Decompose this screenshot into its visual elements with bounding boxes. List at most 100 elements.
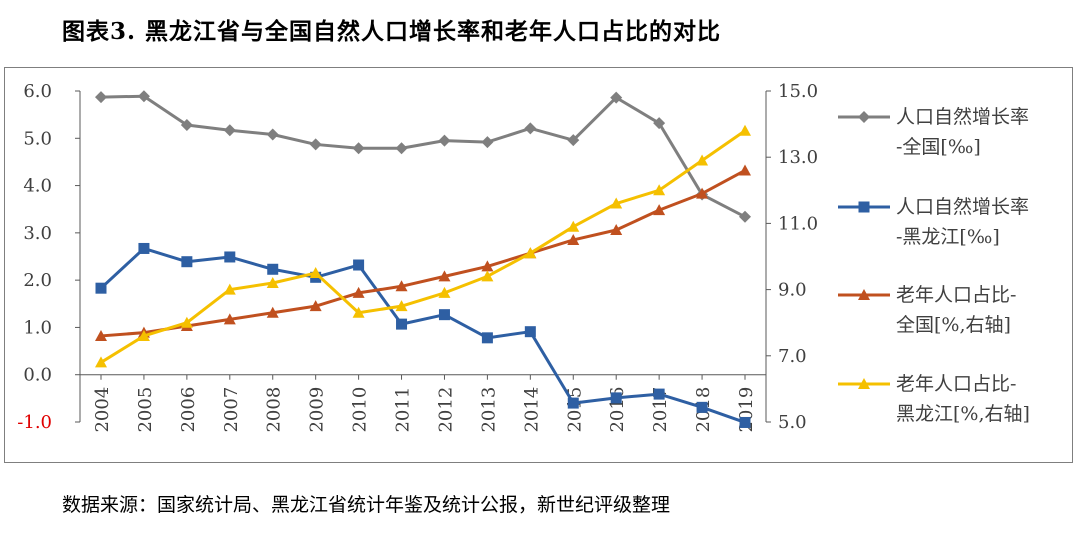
- legend-label: 老年人口占比-: [896, 284, 1016, 306]
- left-tick-label: 1.0: [23, 317, 52, 338]
- legend-swatch-marker: [858, 378, 870, 389]
- right-tick-label: 5.0: [778, 412, 807, 433]
- series-2-point: [696, 401, 708, 413]
- source-note: 数据来源：国家统计局、黑龙江省统计年鉴及统计公报，新世纪评级整理: [62, 494, 671, 516]
- series-4-point: [567, 220, 580, 232]
- right-tick-label: 7.0: [778, 346, 807, 367]
- series-3-point: [223, 313, 236, 325]
- series-1-point: [95, 91, 107, 104]
- series-1-point: [610, 91, 623, 104]
- left-tick-label: 2.0: [23, 270, 52, 291]
- series-3-point: [567, 233, 580, 245]
- series-line-2: [99, 246, 746, 424]
- series-4-point: [309, 267, 322, 279]
- legend-label: -全国[‰]: [896, 136, 981, 158]
- series-1-point: [180, 119, 193, 132]
- series-2-point: [267, 263, 279, 275]
- series-4-point: [481, 270, 494, 282]
- series-4-point: [395, 300, 408, 312]
- series-2-point: [610, 392, 622, 404]
- right-tick-label: 11.0: [778, 213, 818, 234]
- series-2-point: [438, 309, 450, 321]
- series-1-point: [524, 122, 537, 135]
- series-line-1: [100, 94, 746, 219]
- x-tick-label: 2005: [135, 387, 156, 433]
- left-tick-label: 3.0: [23, 223, 52, 244]
- series-3-point: [653, 204, 666, 216]
- series-2-point: [396, 318, 408, 330]
- left-tick-label: 0.0: [23, 365, 52, 386]
- series-2-point: [181, 256, 193, 268]
- legend-label: 人口自然增长率: [896, 106, 1029, 128]
- series-3-point: [739, 164, 751, 176]
- series-4-point: [137, 329, 150, 341]
- x-tick-label: 2004: [92, 387, 113, 433]
- series-1-point: [567, 134, 580, 147]
- series-1-point: [223, 124, 236, 137]
- x-tick-label: 2014: [521, 387, 542, 433]
- series-1-point: [739, 210, 751, 223]
- left-tick-label: -1.0: [17, 412, 52, 433]
- x-tick-label: 2007: [221, 387, 242, 433]
- series-line-4: [100, 129, 746, 364]
- series-2-point: [353, 259, 365, 271]
- series-2-point: [95, 282, 107, 294]
- series-2-point: [224, 251, 236, 263]
- legend-swatch-marker: [858, 201, 870, 213]
- x-tick-label: 2012: [435, 387, 456, 433]
- series-4-point: [696, 154, 709, 166]
- series-2-point: [524, 326, 536, 338]
- legend-label: -黑龙江[‰]: [896, 226, 1000, 248]
- series-2-point: [481, 332, 493, 344]
- x-tick-label: 2013: [478, 387, 499, 433]
- series-4-point: [95, 356, 107, 368]
- series-2-point: [739, 416, 751, 428]
- series-3-point: [438, 270, 451, 282]
- x-tick-label: 2010: [350, 387, 371, 433]
- series-4-point: [438, 286, 451, 298]
- series-4-point: [180, 316, 193, 328]
- x-tick-label: 2008: [264, 387, 285, 433]
- series-3-point: [610, 224, 623, 236]
- legend-label: 人口自然增长率: [896, 196, 1029, 218]
- series-1-point: [395, 142, 408, 155]
- series-1-point: [309, 138, 322, 151]
- series-2-point: [653, 388, 665, 400]
- series-3-point: [696, 187, 709, 199]
- series-1-point: [653, 117, 666, 130]
- series-4-point: [223, 283, 236, 295]
- x-tick-label: 2011: [393, 387, 414, 433]
- right-tick-label: 15.0: [778, 81, 818, 102]
- series-3-point: [395, 280, 408, 292]
- series-1-point: [137, 90, 150, 103]
- legend-label: 全国[%,右轴]: [896, 314, 1011, 336]
- series-3-point: [352, 286, 365, 298]
- series-1-point: [438, 134, 451, 147]
- legend-swatch-marker: [858, 289, 870, 300]
- legend-label: 老年人口占比-: [896, 373, 1016, 395]
- legend-label: 黑龙江[%,右轴]: [896, 403, 1030, 425]
- left-tick-label: 6.0: [23, 81, 52, 102]
- series-3-point: [481, 260, 494, 272]
- x-tick-label: 2006: [178, 387, 199, 433]
- series-4-point: [739, 124, 751, 136]
- series-line-3: [100, 169, 746, 338]
- series-2-point: [567, 397, 579, 409]
- series-4-point: [610, 197, 623, 209]
- series-4-point: [653, 184, 666, 196]
- series-4-point: [352, 306, 365, 318]
- series-1-point: [352, 142, 365, 155]
- series-1-point: [481, 136, 494, 149]
- series-4-point: [524, 247, 537, 259]
- right-tick-label: 13.0: [778, 147, 818, 168]
- series-3-point: [95, 329, 107, 341]
- series-3-point: [266, 306, 279, 318]
- series-2-point: [138, 242, 150, 254]
- right-tick-label: 9.0: [778, 280, 807, 301]
- left-tick-label: 5.0: [23, 128, 52, 149]
- chart-frame: [4, 67, 1073, 463]
- series-1-point: [266, 128, 279, 141]
- figure-title: 图表3. 黑龙江省与全国自然人口增长率和老年人口占比的对比: [62, 18, 722, 45]
- series-3-point: [309, 300, 322, 312]
